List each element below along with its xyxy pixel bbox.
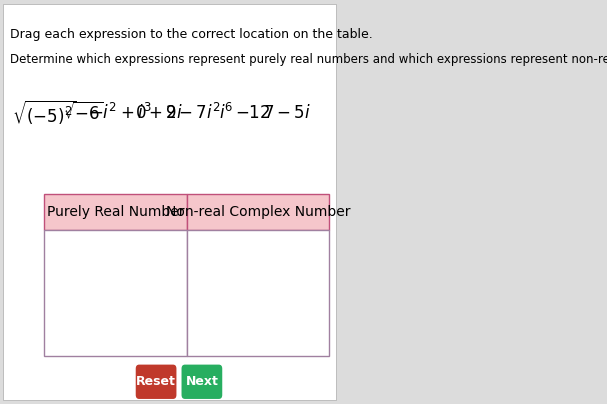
Text: $-12$: $-12$ — [235, 104, 271, 122]
FancyBboxPatch shape — [4, 4, 336, 400]
Text: $i^6$: $i^6$ — [219, 103, 234, 123]
Text: $7 - 5i$: $7 - 5i$ — [263, 104, 311, 122]
FancyBboxPatch shape — [44, 230, 186, 356]
Text: Purely Real Number: Purely Real Number — [47, 205, 184, 219]
Text: Determine which expressions represent purely real numbers and which expressions : Determine which expressions represent pu… — [10, 53, 607, 65]
FancyBboxPatch shape — [181, 364, 222, 399]
Text: Next: Next — [186, 375, 219, 388]
FancyBboxPatch shape — [186, 230, 329, 356]
Text: Non-real Complex Number: Non-real Complex Number — [166, 205, 350, 219]
Text: $\sqrt{(-5)^2}$: $\sqrt{(-5)^2}$ — [12, 99, 76, 127]
Text: $\sqrt{-6}$: $\sqrt{-6}$ — [63, 102, 103, 124]
Text: $0 + 9i$: $0 + 9i$ — [135, 104, 183, 122]
FancyBboxPatch shape — [44, 194, 186, 230]
Text: Reset: Reset — [136, 375, 176, 388]
FancyBboxPatch shape — [136, 364, 177, 399]
FancyBboxPatch shape — [186, 194, 329, 230]
Text: Drag each expression to the correct location on the table.: Drag each expression to the correct loca… — [10, 28, 373, 41]
Text: $-i^2 + i^3$: $-i^2 + i^3$ — [89, 103, 152, 123]
Text: $2 - 7i^2$: $2 - 7i^2$ — [165, 103, 220, 123]
